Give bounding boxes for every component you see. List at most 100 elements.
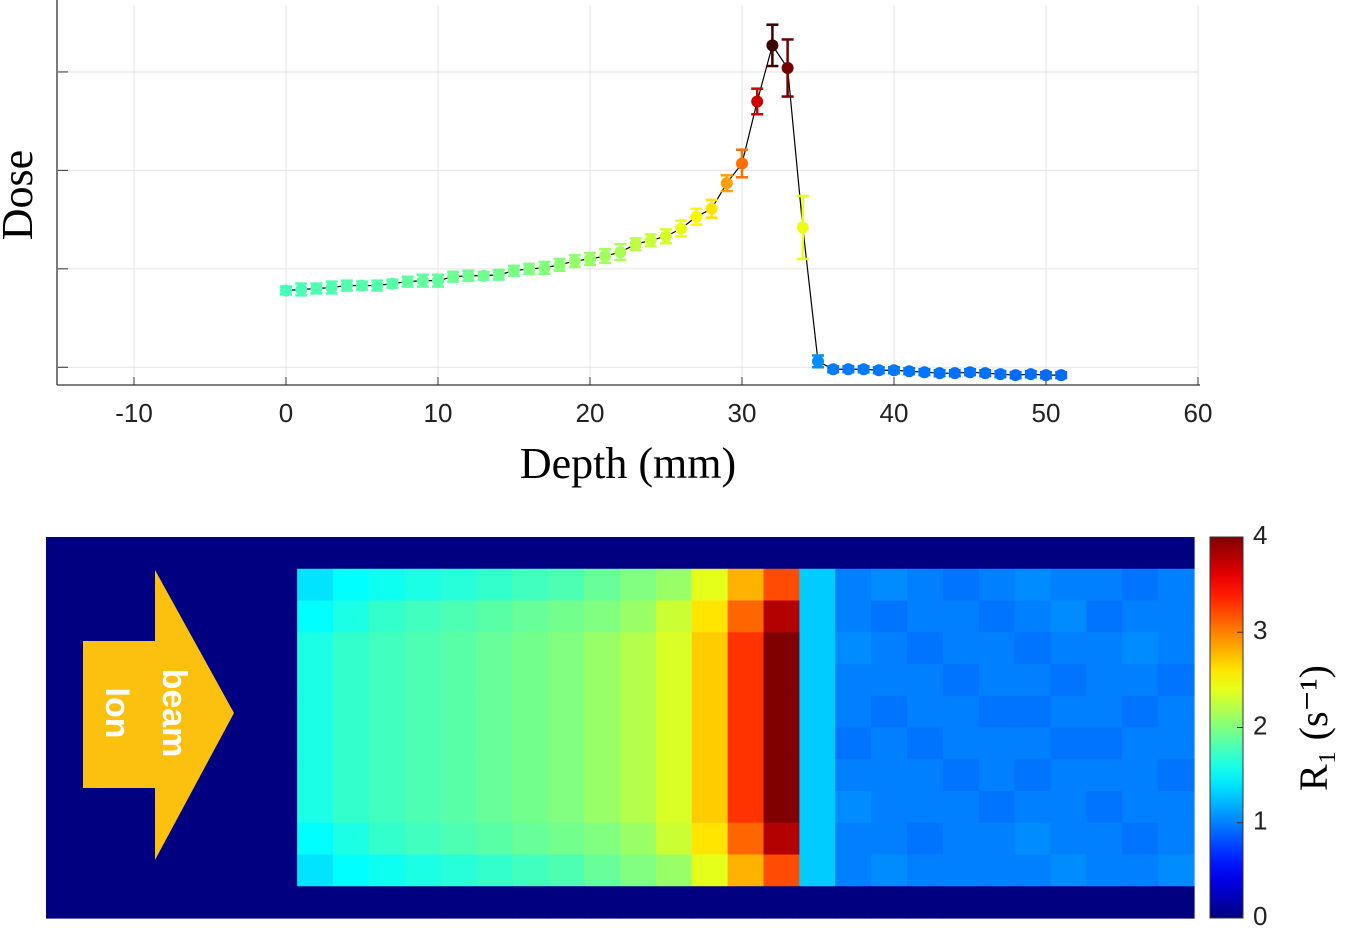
x-tick-label: 0 [279, 398, 293, 428]
heatmap-cell [440, 791, 478, 824]
heatmap-cell [333, 600, 370, 633]
heatmap-cell [1050, 759, 1087, 792]
data-point [903, 365, 916, 378]
heatmap-cell [297, 854, 334, 887]
heatmap-cell [404, 791, 442, 824]
data-point [964, 366, 976, 379]
heatmap-cell [476, 791, 513, 824]
data-point [477, 269, 490, 282]
heatmap-cell [1122, 568, 1159, 602]
heatmap-cell [763, 886, 800, 919]
heatmap-cell [117, 600, 155, 633]
data-point [462, 269, 475, 282]
data-point [979, 367, 992, 380]
heatmap-cell [1122, 854, 1159, 887]
heatmap-cell [799, 568, 836, 602]
heatmap-cell [835, 632, 872, 665]
heatmap-cell [46, 759, 83, 792]
data-point [401, 275, 414, 288]
heatmap-cell [1014, 822, 1052, 856]
heatmap-cell [1014, 727, 1052, 760]
heatmap-cell [225, 537, 262, 570]
heatmap-cell [620, 568, 657, 602]
heatmap-cell [225, 791, 262, 824]
heatmap-cell [1158, 695, 1195, 729]
heatmap-cell [871, 695, 908, 729]
heatmap-cell [153, 854, 191, 887]
heatmap-cell [46, 632, 83, 665]
heatmap-cell [727, 537, 765, 570]
heatmap-cell [1122, 791, 1159, 824]
heatmap-cell [799, 886, 836, 919]
heatmap-cell [1158, 664, 1195, 697]
heatmap-cell [655, 537, 693, 570]
heatmap-cell [620, 886, 657, 919]
data-point [371, 279, 384, 292]
heatmap-cell [907, 791, 944, 824]
data-point [644, 234, 657, 247]
heatmap-cell [1014, 695, 1052, 729]
heatmap-cell [1122, 632, 1159, 665]
heatmap-cell [655, 791, 693, 824]
colorbar-label: R₁ (s⁻¹) [1291, 665, 1336, 791]
heatmap-cell [548, 695, 585, 729]
heatmap-cell [368, 886, 406, 919]
heatmap-cell [333, 664, 370, 697]
x-tick-label: 10 [424, 398, 453, 428]
heatmap-cell [942, 822, 980, 856]
heatmap-cell [81, 791, 119, 824]
heatmap-cell [404, 727, 442, 760]
heatmap-cell [333, 727, 370, 760]
heatmap-cell [1050, 600, 1087, 633]
heatmap-cell [620, 791, 657, 824]
heatmap-cell [261, 886, 298, 919]
heatmap-cell [584, 759, 621, 792]
heatmap-cell [978, 791, 1016, 824]
heatmap-cell [261, 632, 298, 665]
data-point [827, 363, 840, 376]
heatmap-cell [261, 854, 298, 887]
heatmap-cell [978, 664, 1016, 697]
data-point [948, 367, 961, 380]
heatmap-cell [225, 727, 262, 760]
heatmap-cell [440, 568, 478, 602]
heatmap-cell [153, 537, 191, 570]
heatmap-cell [404, 664, 442, 697]
heatmap-cell [799, 854, 836, 887]
heatmap-cell [1014, 759, 1052, 792]
heatmap-cell [835, 822, 872, 856]
heatmap-cell [46, 664, 83, 697]
heatmap-cell [1122, 886, 1159, 919]
heatmap-cell [117, 568, 155, 602]
heatmap-cell [333, 886, 370, 919]
heatmap-cell [512, 791, 549, 824]
heatmap-cell [620, 822, 657, 856]
heatmap-cell [548, 791, 585, 824]
heatmap-cell [942, 568, 980, 602]
heatmap-cell [440, 727, 478, 760]
colorbar-tick-label: 2 [1253, 710, 1267, 740]
data-point [796, 221, 809, 234]
heatmap-cell [261, 664, 298, 697]
heatmap-cell [548, 632, 585, 665]
heatmap-cell [46, 695, 83, 729]
heatmap-cell [440, 632, 478, 665]
heatmap-cell [655, 727, 693, 760]
heatmap-cell [404, 537, 442, 570]
heatmap-cell [46, 568, 83, 602]
heatmap-cell [727, 664, 765, 697]
heatmap-cell [835, 886, 872, 919]
heatmap-cell [476, 695, 513, 729]
heatmap-cell [476, 886, 513, 919]
heatmap-cell [189, 537, 226, 570]
heatmap-cell [1158, 632, 1195, 665]
heatmap-cell [512, 632, 549, 665]
heatmap-cell [548, 822, 585, 856]
heatmap-cell [871, 727, 908, 760]
data-point [416, 274, 429, 287]
heatmap-cell [584, 822, 621, 856]
data-point [660, 230, 672, 243]
heatmap-cell [440, 759, 478, 792]
data-point [447, 270, 460, 283]
heatmap-cell [404, 568, 442, 602]
